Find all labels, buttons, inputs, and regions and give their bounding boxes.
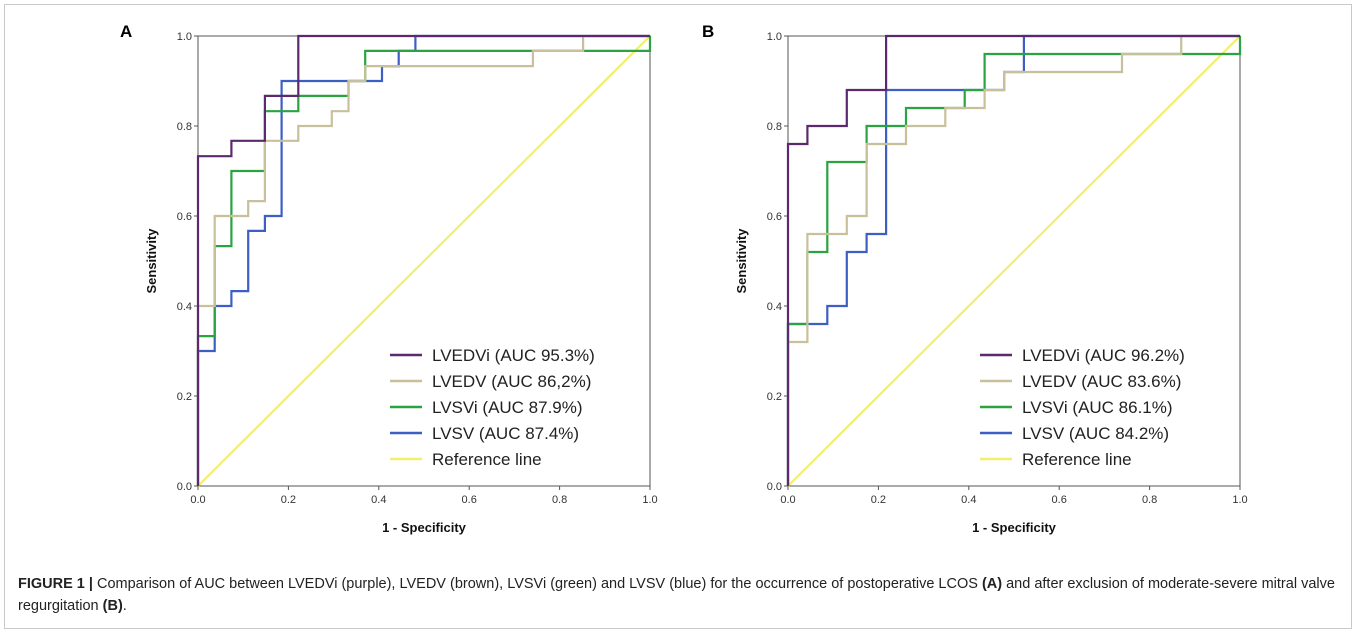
roc-chart-panel-b: B 0.0 0.0 0.2 0.2 0.4 0.4 0.6 0.6 0.8 0.8 1.0 1.0 1 … [690, 10, 1250, 550]
y-axis-title: Sensitivity [144, 228, 159, 294]
x-tick-label: 0.0 [780, 494, 795, 506]
legend-label: Reference line [1022, 450, 1132, 469]
y-tick-label: 1.0 [767, 31, 782, 43]
x-axis-title: 1 - Specificity [382, 520, 467, 535]
y-tick-label: 0.6 [177, 211, 192, 223]
caption-text-3: . [122, 598, 127, 614]
x-tick-label: 0.0 [190, 494, 205, 506]
legend-label: Reference line [432, 450, 542, 469]
x-tick-label: 0.4 [371, 494, 386, 506]
legend-label: LVEDV (AUC 83.6%) [1022, 372, 1181, 391]
caption-ref-b: (B) [102, 598, 123, 614]
x-tick-label: 1.0 [642, 494, 657, 506]
y-tick-label: 0.8 [767, 121, 782, 133]
x-tick-label: 0.4 [961, 494, 976, 506]
y-tick-label: 0.2 [767, 391, 782, 403]
panel-label-a: A [120, 22, 133, 41]
x-tick-label: 0.6 [1052, 494, 1067, 506]
caption-ref-a: (A) [981, 576, 1003, 592]
x-tick-label: 0.8 [552, 494, 567, 506]
series-line [197, 35, 651, 487]
series-line [196, 34, 650, 486]
y-tick-label: 0.4 [767, 301, 782, 313]
y-tick-label: 0.8 [177, 121, 192, 133]
roc-chart-a-svg: 0.00.0 0.2 0.2 0.4 0.4 0.6 0.6 0.8 0.8 1.0 1.0 1 - … [144, 31, 658, 535]
legend-label: LVSV (AUC 87.4%) [432, 424, 579, 443]
series-line [787, 35, 1241, 487]
figure-caption: FIGURE 1 | Comparison of AUC between LVE… [18, 573, 1338, 617]
legend-label: LVEDV (AUC 86,2%) [432, 372, 591, 391]
legend-label: LVSV (AUC 84.2%) [1022, 424, 1169, 443]
y-tick-label: 0.4 [177, 301, 192, 313]
y-tick-label: 0.0 [177, 481, 192, 493]
x-tick-label: 0.2 [871, 494, 886, 506]
y-tick-label: 0.2 [177, 391, 192, 403]
panel-label-b: B [702, 22, 715, 41]
x-tick-label: 1.0 [1232, 494, 1247, 506]
roc-chart-b-svg: 0.00.0 0.2 0.2 0.4 0.4 0.6 0.6 0.8 0.8 1.0 1.0 1 - … [734, 31, 1248, 535]
x-tick-label: 0.6 [462, 494, 477, 506]
roc-chart-panel-a: A 0.0 0.0 0.2 0.2 0.4 0.4 0.6 0.6 0.8 0.8 1.0 1.0 1 … [100, 10, 660, 550]
series-line [786, 34, 1240, 486]
x-tick-label: 0.2 [281, 494, 296, 506]
caption-figure-label: FIGURE 1 | [18, 576, 93, 592]
x-tick-label: 0.8 [1142, 494, 1157, 506]
caption-text-1: Comparison of AUC between LVEDVi (purple… [92, 576, 982, 592]
y-tick-label: 0.6 [767, 211, 782, 223]
y-axis-title: Sensitivity [734, 228, 749, 294]
y-tick-label: 1.0 [177, 31, 192, 43]
legend-label: LVEDVi (AUC 96.2%) [1022, 346, 1185, 365]
x-axis-title: 1 - Specificity [972, 520, 1057, 535]
y-tick-label: 0.0 [767, 481, 782, 493]
series-line [786, 34, 1240, 486]
legend-label: LVSVi (AUC 86.1%) [1022, 398, 1173, 417]
series-line [196, 34, 650, 486]
figure-frame [4, 4, 1352, 629]
series-line [196, 34, 650, 486]
legend-label: LVSVi (AUC 87.9%) [432, 398, 583, 417]
legend-label: LVEDVi (AUC 95.3%) [432, 346, 595, 365]
caption-text-2: and after exclusion of moderate-severe m… [18, 576, 1335, 614]
